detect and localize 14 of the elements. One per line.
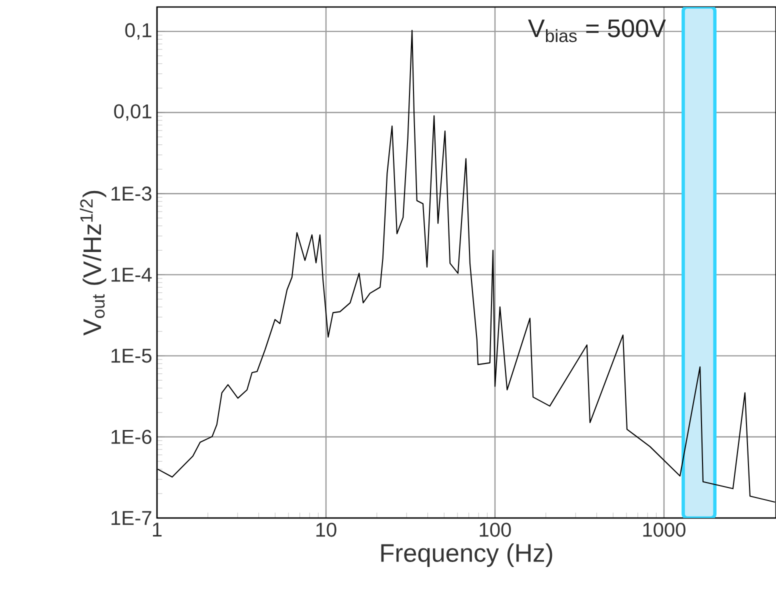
x-tick-label: 100	[480, 522, 511, 537]
y-tick-label: 1E-5	[112, 348, 152, 363]
x-axis-title: Frequency (Hz)	[381, 543, 552, 567]
y-tick-label: 1E-3	[112, 186, 152, 201]
x-tick-label: 1	[152, 522, 162, 536]
y-tick-label: 1E-7	[112, 511, 152, 525]
annotation: V$_{bias}$ = 500V	[528, 19, 666, 42]
y-tick-label: 1E-6	[112, 430, 152, 444]
y-tick-label: 0,1	[125, 23, 152, 40]
y-tick-label: 0,01	[114, 104, 152, 121]
x-tick-label: 10	[316, 522, 336, 537]
y-axis-title: V$_{out}$ (V/Hz$^{1/2}$)	[80, 190, 106, 336]
x-tick-label: 1000	[643, 522, 686, 537]
y-tick-label: 1E-4	[112, 268, 152, 282]
